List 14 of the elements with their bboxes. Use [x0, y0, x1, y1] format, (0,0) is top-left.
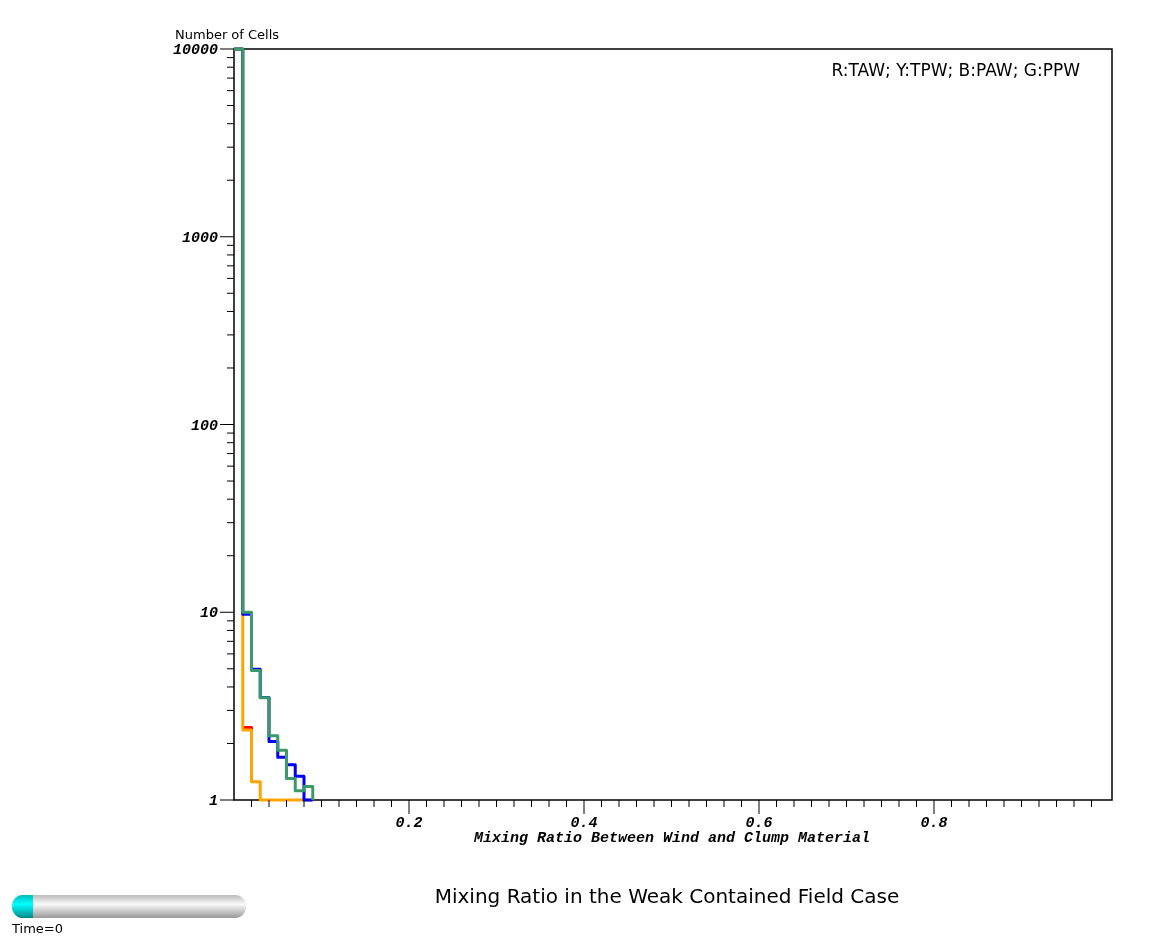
y-tick-label: 10000	[172, 42, 218, 59]
x-tick-label: 0.6	[745, 815, 773, 832]
text: Time=0	[11, 921, 63, 936]
text: Mixing Ratio in the Weak Contained Field Case	[434, 884, 900, 908]
x-tick-label: 0.8	[920, 815, 948, 832]
x-axis-title: Mixing Ratio Between Wind and Clump Material	[472, 830, 871, 847]
y-axis-title: Number of Cells	[175, 27, 280, 42]
y-tick-label: 1	[208, 793, 218, 810]
y-tick-label: 100	[190, 417, 218, 435]
annotation: R:TAW; Y:TPW; B:PAW; G:PPW	[831, 60, 1081, 80]
y-tick-label: 1000	[181, 229, 218, 247]
x-tick-label: 0.2	[395, 815, 423, 832]
y-tick-label: 10	[199, 605, 218, 623]
x-tick-label: 0.4	[570, 815, 598, 832]
